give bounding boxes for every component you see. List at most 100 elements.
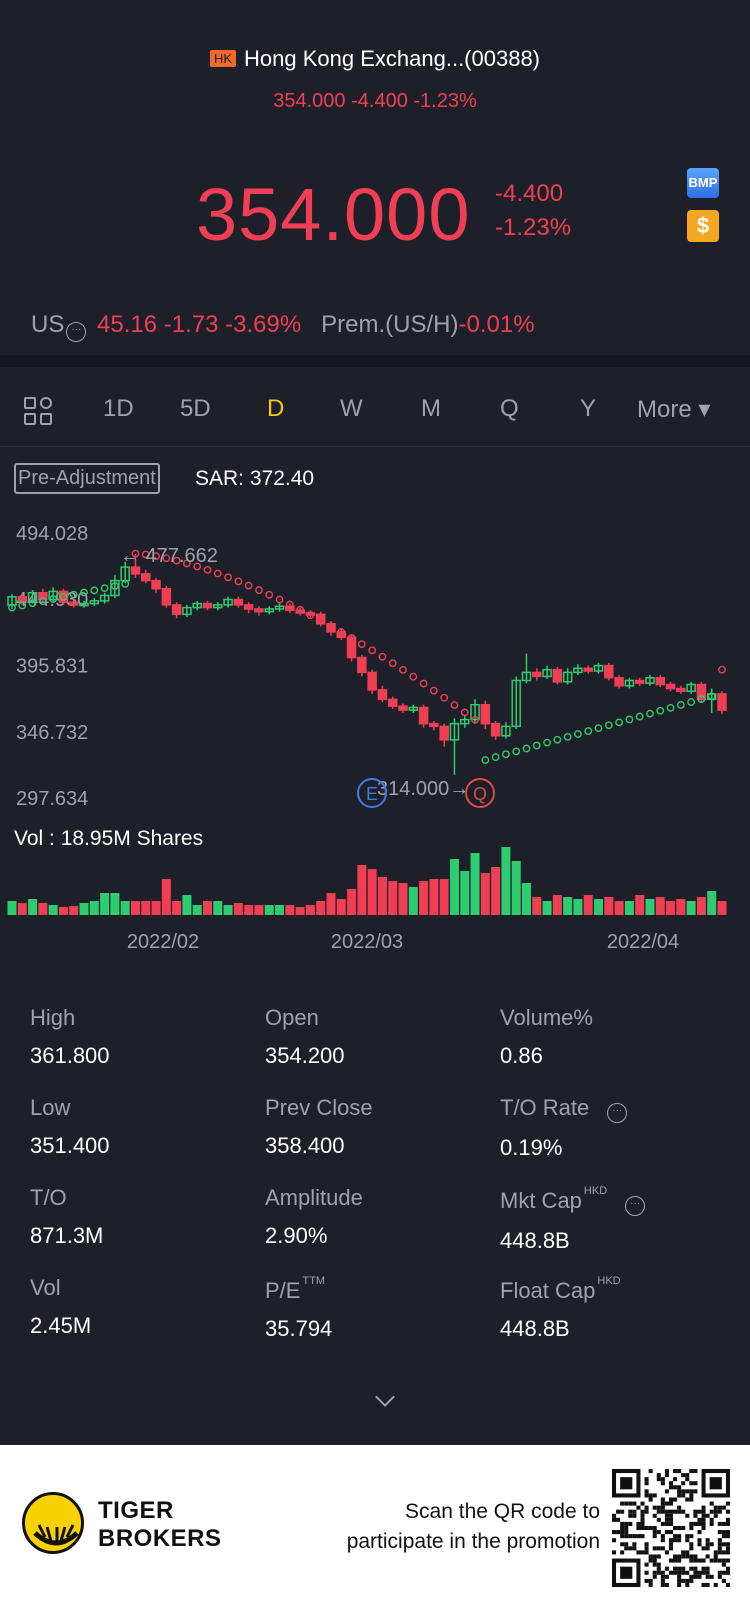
stat-p-e: P/E TTM 35.794 (265, 1275, 332, 1342)
tab-year[interactable]: Y (580, 395, 597, 422)
volume-bar (48, 905, 58, 915)
stat-label: Low (30, 1095, 71, 1120)
candle-body (387, 698, 398, 707)
volume-bar (480, 873, 490, 915)
info-dots-icon[interactable]: ··· (607, 1103, 628, 1123)
candle-body (665, 683, 676, 690)
tab-week[interactable]: W (340, 395, 363, 422)
stat-value: 351.400 (30, 1133, 110, 1158)
stat-amplitude: Amplitude 2.90% (265, 1185, 363, 1249)
info-dots-icon[interactable]: ··· (625, 1196, 646, 1216)
event-marker-circle (357, 778, 387, 808)
volume-bar (367, 869, 377, 915)
volume-bar (151, 901, 161, 915)
tab-month[interactable]: M (421, 395, 441, 422)
candle-body (99, 594, 110, 602)
volume-bar (470, 853, 480, 915)
candle-body (408, 706, 419, 711)
candle-body (305, 612, 316, 616)
sar-dot (532, 741, 541, 750)
sar-dot (646, 709, 654, 718)
stat-label: P/E TTM (265, 1275, 326, 1303)
sar-dot (131, 549, 140, 558)
volume-bar (419, 881, 429, 915)
price-chart[interactable]: Pre-Adjustment SAR: 372.40 494.028 444.93… (0, 447, 750, 977)
more-dots-icon[interactable]: ··· (66, 322, 87, 342)
stat-value: 2.90% (265, 1223, 328, 1248)
volume-bar (521, 883, 531, 915)
quote-header: HK Hong Kong Exchang...(00388) 354.000 -4… (0, 0, 750, 355)
volume-bar (686, 901, 696, 915)
sar-dot (162, 554, 171, 563)
layout-grid-icon[interactable] (24, 397, 54, 427)
candle-body (676, 687, 686, 693)
sar-dot (697, 695, 706, 704)
sar-dot (347, 634, 356, 642)
sar-dot (18, 601, 27, 610)
volume-bar (439, 879, 449, 915)
candle-body (151, 579, 161, 590)
volume-bar (501, 847, 511, 915)
tab-day[interactable]: D (267, 395, 285, 422)
sar-dot (121, 579, 130, 588)
price-change-pct: -1.23% (495, 214, 572, 241)
candle-body (38, 592, 48, 601)
candle-body (449, 722, 460, 741)
volume-bar (449, 859, 459, 915)
volume-bar (655, 897, 665, 915)
volume-bar (203, 901, 213, 915)
x-tick-label: 2022/02 (127, 931, 199, 953)
sar-dot (584, 727, 593, 735)
premium-value: -0.01% (458, 311, 535, 338)
section-divider (0, 355, 750, 367)
candle-body (192, 602, 202, 609)
volume-bar (717, 901, 727, 915)
candle-body (161, 587, 172, 606)
stat-value: 871.3M (30, 1223, 104, 1248)
brand-name: TIGER BROKERS (98, 1497, 222, 1553)
volume-bar (563, 897, 573, 915)
sar-dot (481, 756, 490, 764)
candle-body (79, 602, 89, 607)
tab-quarter[interactable]: Q (500, 395, 519, 422)
sar-dot (409, 672, 418, 681)
candle-body (542, 668, 552, 678)
volume-bar (336, 899, 346, 915)
stat-value: 0.86 (500, 1043, 543, 1068)
us-adr-row[interactable]: US ··· 45.16 -1.73 -3.69% Prem.(US/H)-0.0… (31, 311, 535, 342)
volume-bar (161, 879, 171, 915)
volume-bar (398, 883, 408, 915)
price-summary: 354.000 -4.400 -1.23% (273, 90, 477, 112)
volume-bar (38, 903, 48, 915)
volume-bar (172, 901, 182, 915)
sar-dot (59, 592, 68, 601)
tab-more[interactable]: More ▾ (637, 396, 711, 423)
sar-dot (656, 706, 665, 715)
candle-body (377, 689, 388, 701)
tab-5d[interactable]: 5D (180, 395, 211, 422)
sar-dot (38, 597, 47, 606)
sar-dot (399, 666, 407, 674)
stat-high: High 361.800 (30, 1005, 110, 1069)
volume-bar (110, 893, 120, 915)
sar-dot (8, 603, 16, 612)
dollar-icon[interactable]: $ (687, 210, 719, 242)
stat-value: 358.400 (265, 1133, 345, 1158)
pre-adjustment-button[interactable]: Pre-Adjustment (14, 463, 160, 494)
sar-dot (244, 581, 253, 590)
stock-title[interactable]: HK Hong Kong Exchang...(00388) (0, 46, 750, 72)
volume-bar (594, 899, 604, 915)
volume-bar (69, 906, 79, 915)
stat-label: Open (265, 1005, 319, 1030)
stat-prev-close: Prev Close 358.400 (265, 1095, 373, 1159)
tab-1d[interactable]: 1D (103, 395, 134, 422)
sar-dot (615, 718, 624, 727)
sar-dot (213, 569, 222, 578)
candle-body (645, 677, 655, 684)
sar-dot (707, 692, 716, 701)
bmp-icon[interactable]: BMP (687, 168, 719, 198)
sar-dot (69, 590, 78, 599)
promo-line-1: Scan the QR code to (405, 1500, 600, 1523)
sar-dot (255, 586, 263, 594)
